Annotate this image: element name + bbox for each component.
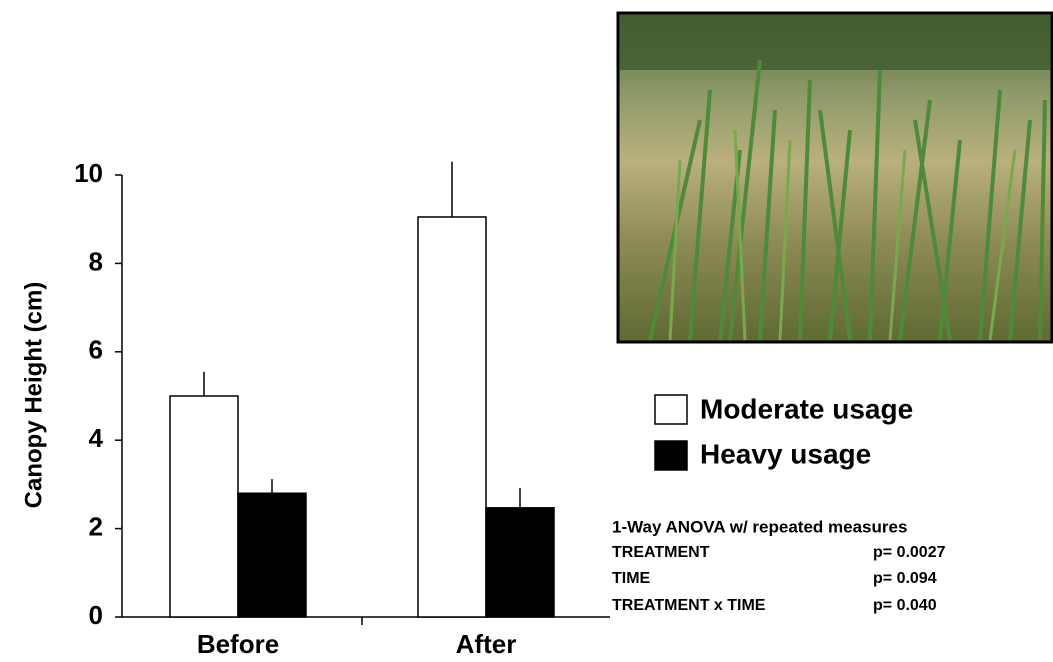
stats-title: 1-Way ANOVA w/ repeated measures bbox=[612, 517, 907, 536]
bar bbox=[485, 507, 555, 618]
stats-p: p= 0.040 bbox=[873, 597, 937, 614]
bar bbox=[169, 395, 239, 618]
y-tick-label: 2 bbox=[89, 511, 103, 541]
y-tick-label: 0 bbox=[89, 600, 103, 630]
x-tick-label: Before bbox=[197, 629, 279, 659]
legend-swatch bbox=[654, 440, 688, 471]
y-axis-label: Canopy Height (cm) bbox=[20, 282, 47, 509]
stats-p: p= 0.0027 bbox=[873, 544, 946, 561]
y-tick-label: 6 bbox=[89, 335, 103, 365]
legend-swatch bbox=[654, 394, 688, 425]
photo bbox=[616, 11, 1053, 344]
y-tick-label: 8 bbox=[89, 246, 103, 276]
y-tick-label: 4 bbox=[89, 423, 104, 453]
legend-label: Heavy usage bbox=[700, 438, 871, 469]
bar bbox=[237, 492, 307, 618]
legend-label: Moderate usage bbox=[700, 393, 913, 424]
stats-term: TIME bbox=[612, 570, 651, 587]
stats-p: p= 0.094 bbox=[873, 570, 937, 587]
y-tick-label: 10 bbox=[74, 158, 103, 188]
legend: Moderate usage Heavy usage bbox=[654, 393, 913, 471]
stats-term: TREATMENT x TIME bbox=[612, 597, 766, 614]
x-tick-label: After bbox=[456, 629, 517, 659]
bar bbox=[417, 216, 487, 618]
stats-term: TREATMENT bbox=[612, 544, 710, 561]
stats: 1-Way ANOVA w/ repeated measures TREATME… bbox=[612, 517, 946, 614]
